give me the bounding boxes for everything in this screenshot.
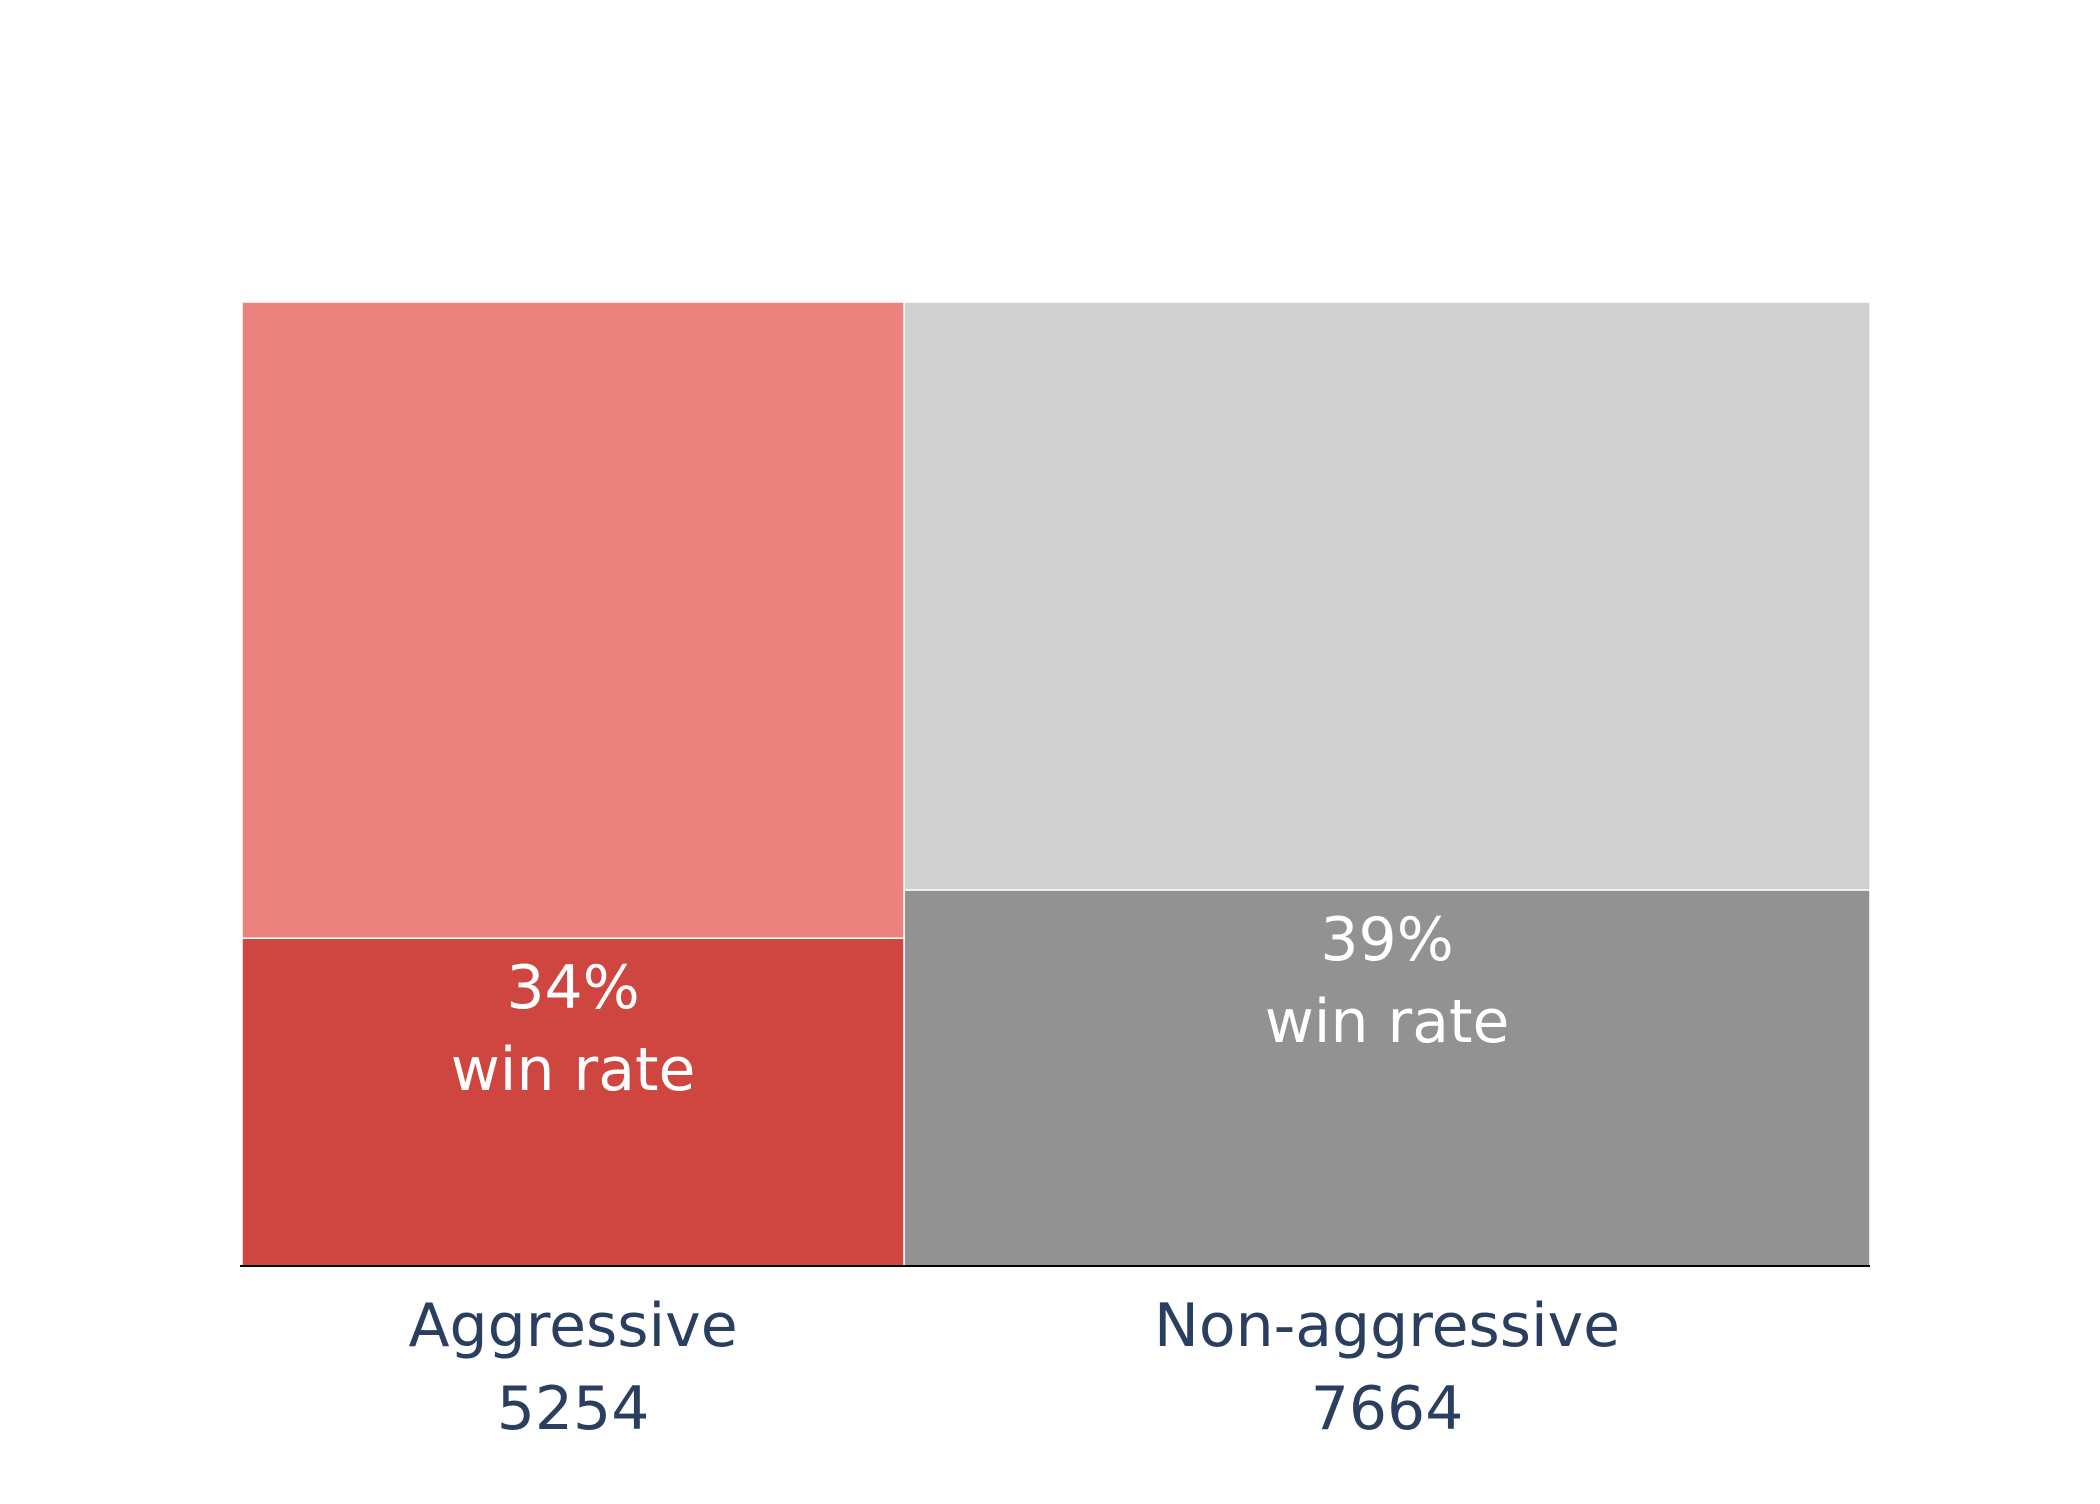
bar-win-non-aggressive [903, 889, 1871, 1267]
data-label-rate-non-aggressive: 39% [1320, 905, 1453, 975]
data-label-rate-aggressive: 34% [506, 953, 639, 1023]
bar-win-aggressive [241, 937, 905, 1267]
x-tick-label-aggressive: Aggressive [409, 1291, 738, 1361]
x-tick-count-aggressive: 5254 [497, 1374, 650, 1444]
x-tick-count-non-aggressive: 7664 [1311, 1374, 1464, 1444]
labels-layer: 34% win rate Aggressive 5254 39% win rate Non-… [409, 905, 1621, 1444]
data-label-suffix-aggressive: win rate [451, 1035, 696, 1105]
x-tick-label-non-aggressive: Non-aggressive [1154, 1291, 1620, 1361]
data-label-suffix-non-aggressive: win rate [1265, 987, 1510, 1057]
bars-layer [241, 301, 1871, 1267]
